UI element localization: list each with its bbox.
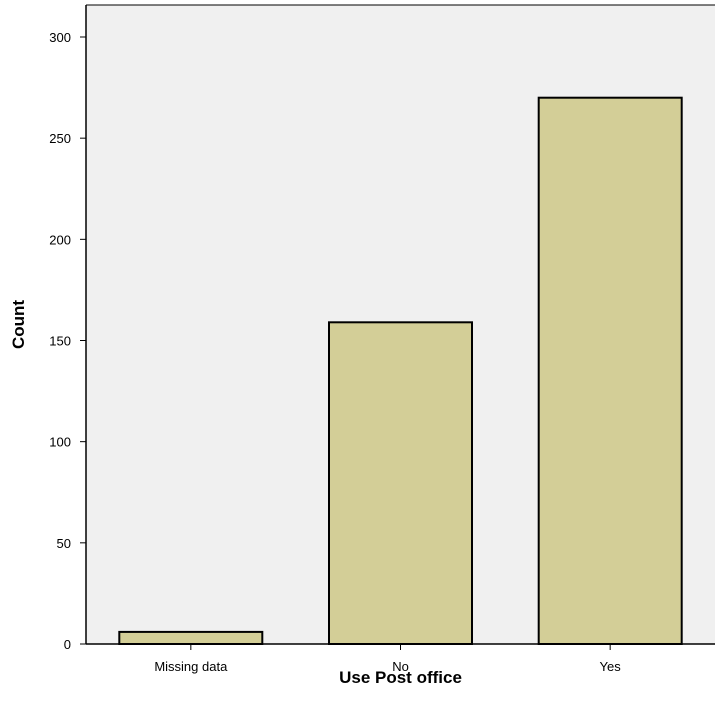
bars-group: [118, 96, 683, 646]
y-tick-label: 300: [49, 30, 71, 45]
y-ticks-group: 0 50 100 150 200 250 300: [49, 30, 86, 652]
x-tick-label: No: [392, 659, 409, 674]
y-tick-label: 50: [57, 536, 71, 551]
y-tick-label: 100: [49, 435, 71, 450]
bar-no: [328, 321, 473, 645]
x-tick-label: Missing data: [154, 659, 228, 674]
y-tick-label: 0: [64, 637, 71, 652]
bar-yes: [537, 96, 683, 645]
y-axis-title: Count: [9, 300, 28, 349]
x-axis-title: Use Post office: [339, 668, 462, 687]
x-tick-label: Yes: [600, 659, 622, 674]
x-ticks-group: Missing data No Yes: [154, 644, 621, 674]
y-tick-label: 150: [49, 334, 71, 349]
y-tick-label: 200: [49, 232, 71, 247]
y-tick-label: 250: [49, 131, 71, 146]
bar-missing-data: [118, 630, 264, 646]
